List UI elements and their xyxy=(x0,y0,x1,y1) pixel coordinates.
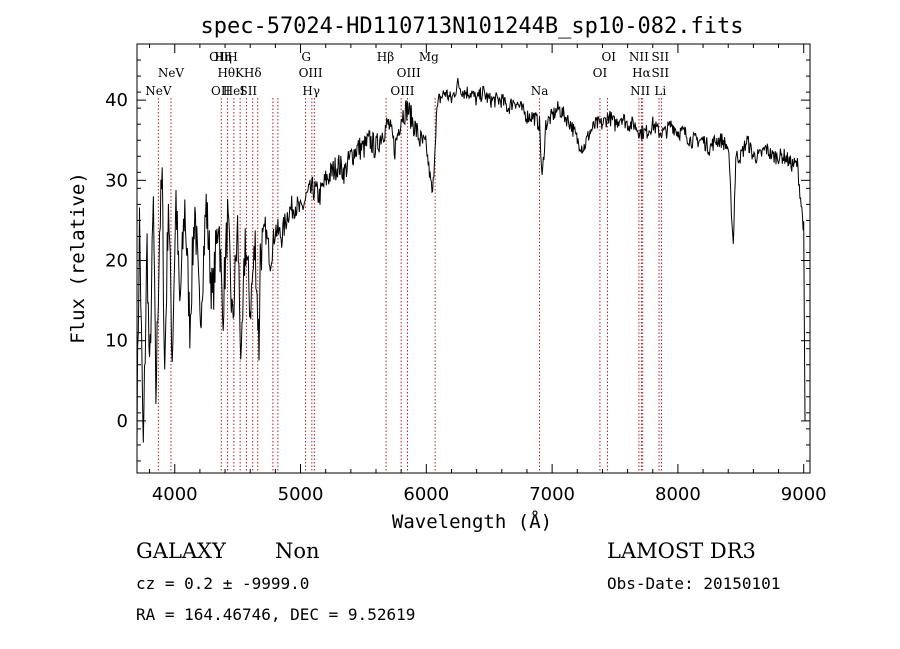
marker-label: Hθ xyxy=(217,66,235,80)
x-tick-label: 9000 xyxy=(781,484,827,505)
redshift-text: cz = 0.2 ± -9999.0 xyxy=(136,574,309,593)
marker-label: NII xyxy=(630,84,650,98)
marker-label: Hα xyxy=(632,66,651,80)
flux-series-line xyxy=(136,78,806,449)
marker-label: OIII xyxy=(390,84,414,98)
x-axis-label: Wavelength (Å) xyxy=(392,510,552,533)
marker-label: Hη xyxy=(214,50,232,64)
x-tick-label: 4000 xyxy=(152,484,198,505)
y-tick-label: 10 xyxy=(105,331,128,352)
marker-label: SII xyxy=(651,50,669,64)
y-axis: 0 10 20 30 40 xyxy=(105,59,810,462)
marker-label: NeV xyxy=(158,66,185,80)
marker-label: NeV xyxy=(145,84,172,98)
x-axis: 4000 5000 6000 7000 8000 9000 xyxy=(149,44,827,505)
marker-label: SII xyxy=(239,84,257,98)
y-axis-label: Flux (relative) xyxy=(67,172,89,344)
survey-name: LAMOST DR3 xyxy=(607,539,756,563)
marker-label: K xyxy=(235,66,245,80)
x-tick-label: 6000 xyxy=(403,484,449,505)
x-tick-label: 8000 xyxy=(655,484,701,505)
x-tick-label: 5000 xyxy=(278,484,324,505)
x-tick-label: 7000 xyxy=(529,484,575,505)
object-subclass: Non xyxy=(275,539,320,563)
marker-label: Li xyxy=(654,84,666,98)
marker-label: Hβ xyxy=(377,50,394,64)
marker-label: OII xyxy=(209,50,229,64)
marker-label: NII xyxy=(629,50,649,64)
marker-label: SII xyxy=(651,66,669,80)
marker-label: G xyxy=(301,50,311,64)
plot-frame xyxy=(136,43,811,474)
chart-title: spec-57024-HD110713N101244B_sp10-082.fit… xyxy=(200,14,743,39)
marker-label: OIII xyxy=(299,66,323,80)
emission-line-markers xyxy=(157,98,663,473)
object-class: GALAXY xyxy=(136,539,227,563)
y-tick-label: 30 xyxy=(105,170,128,191)
y-tick-label: 40 xyxy=(105,90,128,111)
marker-label: OII xyxy=(211,84,231,98)
marker-label: Hγ xyxy=(302,84,320,98)
marker-label: OIII xyxy=(397,66,421,80)
y-tick-label: 0 xyxy=(117,411,128,432)
marker-label: Mg xyxy=(419,50,439,64)
marker-label: Na xyxy=(531,84,549,98)
marker-label: HeI xyxy=(223,84,246,98)
obs-date: Obs-Date: 20150101 xyxy=(607,574,780,593)
y-tick-label: 20 xyxy=(105,251,128,272)
marker-label: OI xyxy=(601,50,616,64)
ra-dec-text: RA = 164.46746, DEC = 9.52619 xyxy=(136,605,415,624)
marker-label: H xyxy=(227,50,237,64)
marker-label: OI xyxy=(593,66,608,80)
marker-label: Hδ xyxy=(244,66,262,80)
